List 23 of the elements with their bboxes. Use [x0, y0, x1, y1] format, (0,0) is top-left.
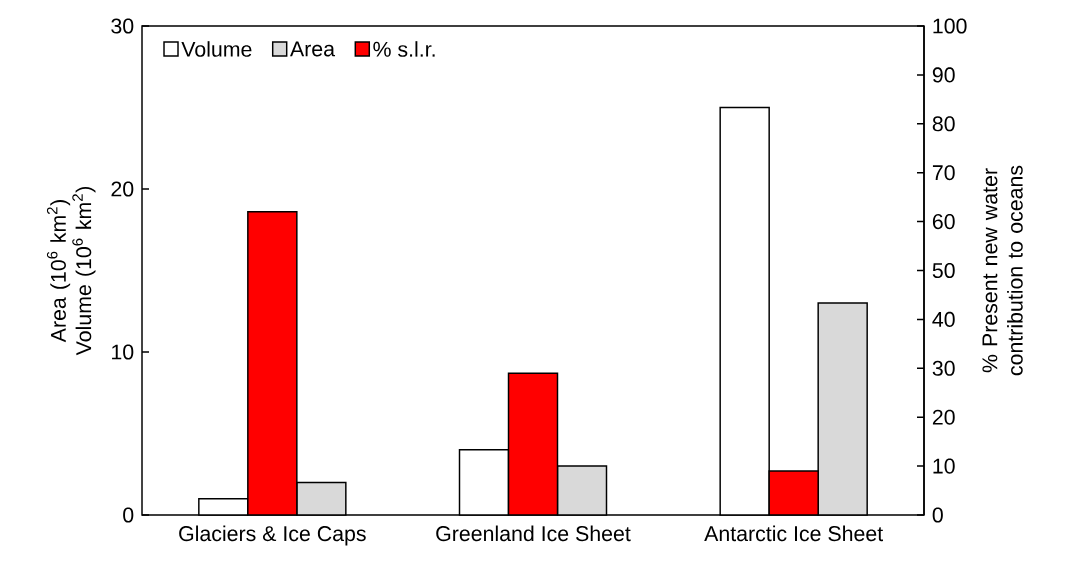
legend-label: % s.l.r. [373, 41, 435, 57]
legend-label: Volume [181, 41, 252, 57]
text: Area (10$^{6}$ km$^{2}$) Volume (10$^{6}$ km$^{2}$) [46, 186, 96, 356]
y2-tick-label: 40 [932, 311, 955, 327]
y2-tick-label: 60 [932, 214, 955, 230]
y2-tick-label: 20 [932, 409, 955, 425]
y-tick-label: 10 [112, 344, 134, 360]
y-tick-label: 0 [123, 507, 134, 523]
x-tick-label: Antarctic Ice Sheet [704, 525, 884, 542]
y-tick-label: 20 [111, 181, 134, 197]
y2-tick-label: 0 [932, 507, 943, 523]
y-tick-label: 30 [111, 18, 134, 34]
y2-tick-label: 30 [932, 360, 955, 376]
y2-tick-label: 80 [932, 116, 955, 132]
y2-axis-title: % Present new water contribution to oceans [982, 165, 1023, 376]
y2-tick-label: 90 [932, 67, 955, 83]
legend-label: Area [290, 41, 336, 57]
x-tick-label: Glaciers & Ice Caps [179, 525, 366, 546]
y2-tick-label: 50 [932, 262, 955, 279]
y2-tick-label: 70 [932, 165, 955, 181]
y2-tick-label: 100 [933, 18, 967, 34]
y2-tick-label: 10 [933, 458, 955, 474]
x-tick-label: Greenland Ice Sheet [436, 525, 631, 542]
